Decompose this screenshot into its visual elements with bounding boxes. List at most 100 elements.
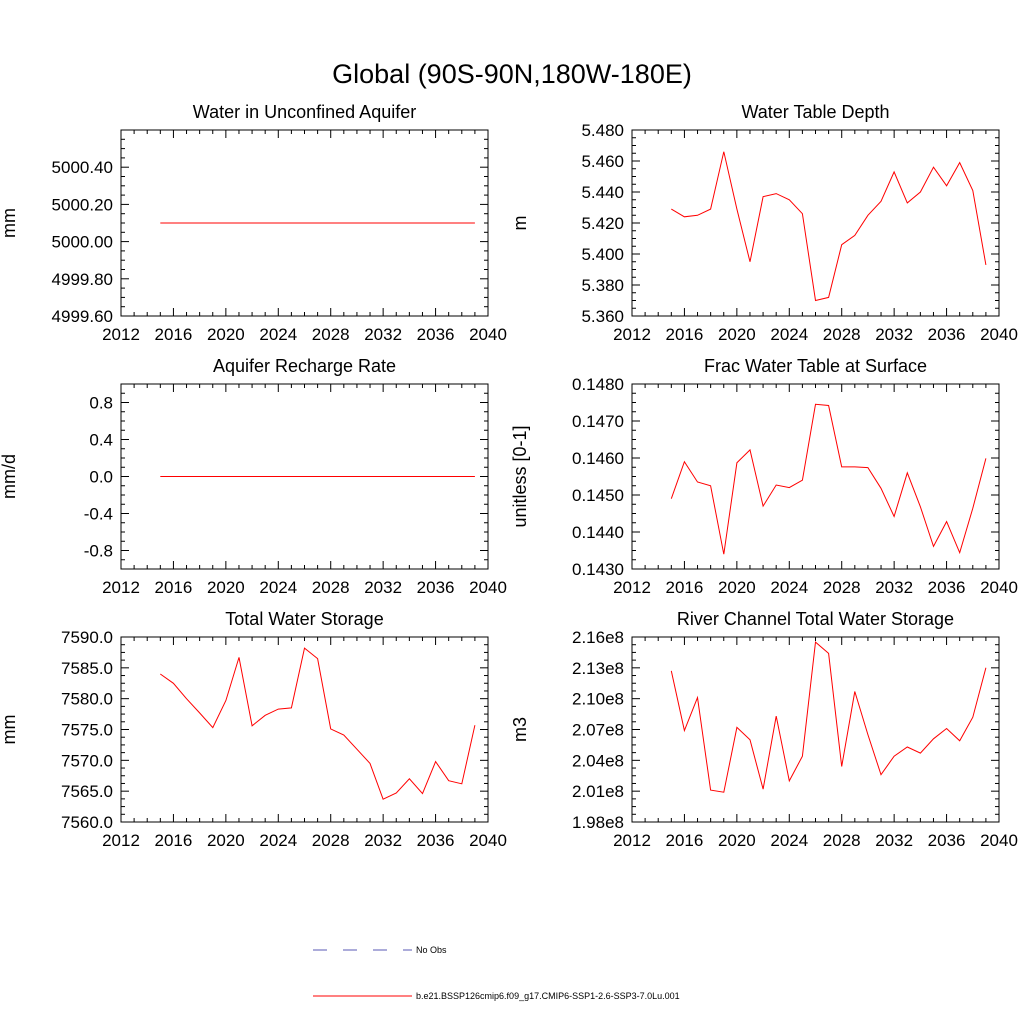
x-tick-label: 2020 <box>718 325 756 344</box>
panels: Water in Unconfined Aquifer 2012 2016 2020 2… <box>0 102 1018 850</box>
x-tick-label: 2036 <box>928 831 966 850</box>
x-tick-label: 2028 <box>312 831 350 850</box>
x-tick-label: 2020 <box>718 831 756 850</box>
x-tick-label: 2040 <box>469 831 507 850</box>
y-tick-label: 0.0 <box>89 468 113 487</box>
y-tick-label: 2.04e8 <box>572 751 624 770</box>
x-tick-label: 2032 <box>364 325 402 344</box>
y-tick-label: 2.16e8 <box>572 628 624 647</box>
legend: No Obs b.e21.BSSP126cmip6.f09_g17.CMIP6-S… <box>313 945 680 1001</box>
y-axis-label: m <box>510 216 530 231</box>
x-tick-label: 2036 <box>417 578 455 597</box>
y-tick-label: 0.1440 <box>572 523 624 542</box>
x-tick-label: 2020 <box>207 578 245 597</box>
x-tick-label: 2036 <box>928 578 966 597</box>
x-tick-label: 2036 <box>928 325 966 344</box>
chart-panel: Total Water Storage 2012 2016 2020 2024 2028 2… <box>0 609 507 850</box>
y-tick-label: 4999.80 <box>52 270 113 289</box>
y-tick-label: 2.10e8 <box>572 690 624 709</box>
y-axis-label: m3 <box>510 717 530 742</box>
x-tick-label: 2024 <box>770 578 808 597</box>
x-tick-label: 2012 <box>613 578 651 597</box>
y-tick-label: 7560.0 <box>61 813 113 832</box>
x-tick-label: 2032 <box>875 325 913 344</box>
x-tick-label: 2028 <box>823 325 861 344</box>
x-tick-label: 2016 <box>155 578 193 597</box>
chart-panel: Water in Unconfined Aquifer 2012 2016 2020 2… <box>0 102 507 344</box>
x-tick-label: 2012 <box>613 831 651 850</box>
y-tick-label: 2.13e8 <box>572 659 624 678</box>
y-tick-label: 7585.0 <box>61 659 113 678</box>
x-tick-label: 2040 <box>980 831 1018 850</box>
x-tick-label: 2032 <box>364 578 402 597</box>
chart-panel: River Channel Total Water Storage 2012 201… <box>510 609 1018 850</box>
x-tick-label: 2012 <box>613 325 651 344</box>
y-axis-label: mm <box>0 715 19 745</box>
plot-frame <box>631 129 1000 317</box>
y-tick-label: 5.440 <box>581 183 624 202</box>
y-tick-label: 0.1470 <box>572 412 624 431</box>
panel-title: River Channel Total Water Storage <box>677 609 954 629</box>
y-tick-label: 5.460 <box>581 152 624 171</box>
y-tick-label: 0.8 <box>89 394 113 413</box>
plot-frame <box>631 383 1000 570</box>
panel-title: Water in Unconfined Aquifer <box>193 102 416 122</box>
y-tick-label: 0.1460 <box>572 449 624 468</box>
x-tick-label: 2032 <box>364 831 402 850</box>
y-tick-label: 5.480 <box>581 121 624 140</box>
plot-frame <box>631 636 1000 823</box>
y-tick-label: 5000.00 <box>52 233 113 252</box>
x-tick-label: 2036 <box>417 325 455 344</box>
y-tick-label: 2.07e8 <box>572 721 624 740</box>
panel-title: Aquifer Recharge Rate <box>213 356 396 376</box>
y-tick-label: 5.420 <box>581 214 624 233</box>
legend-label-no-obs: No Obs <box>416 945 447 955</box>
y-tick-label: 0.1480 <box>572 375 624 394</box>
chart-panel: Water Table Depth 2012 2016 2020 2024 2028 203… <box>510 102 1018 344</box>
x-tick-label: 2012 <box>102 831 140 850</box>
x-tick-label: 2028 <box>823 831 861 850</box>
y-axis-label: mm/d <box>0 454 19 499</box>
x-tick-label: 2040 <box>980 578 1018 597</box>
x-tick-label: 2020 <box>718 578 756 597</box>
y-axis-label: unitless [0-1] <box>510 425 530 527</box>
x-tick-label: 2024 <box>259 578 297 597</box>
x-tick-label: 2024 <box>259 831 297 850</box>
y-tick-label: 5.360 <box>581 307 624 326</box>
x-tick-label: 2024 <box>259 325 297 344</box>
y-axis-label: mm <box>0 208 19 238</box>
series-line <box>670 641 987 793</box>
series-line <box>670 403 987 555</box>
x-tick-label: 2028 <box>823 578 861 597</box>
series-line <box>160 647 476 800</box>
x-tick-label: 2036 <box>417 831 455 850</box>
x-tick-label: 2016 <box>666 831 704 850</box>
x-tick-label: 2020 <box>207 831 245 850</box>
x-tick-label: 2032 <box>875 578 913 597</box>
x-tick-label: 2016 <box>666 325 704 344</box>
y-tick-label: 4999.60 <box>52 307 113 326</box>
y-tick-label: 5.400 <box>581 245 624 264</box>
x-tick-label: 2028 <box>312 325 350 344</box>
x-tick-label: 2032 <box>875 831 913 850</box>
x-tick-label: 2016 <box>155 831 193 850</box>
y-tick-label: 5000.40 <box>52 158 113 177</box>
y-tick-label: 7570.0 <box>61 751 113 770</box>
y-tick-label: 7565.0 <box>61 782 113 801</box>
x-tick-label: 2016 <box>666 578 704 597</box>
y-tick-label: 2.01e8 <box>572 782 624 801</box>
y-tick-label: -0.8 <box>84 542 113 561</box>
x-tick-label: 2012 <box>102 325 140 344</box>
y-tick-label: 0.1450 <box>572 486 624 505</box>
x-tick-label: 2012 <box>102 578 140 597</box>
x-tick-label: 2040 <box>980 325 1018 344</box>
y-tick-label: 0.1430 <box>572 560 624 579</box>
panel-title: Water Table Depth <box>741 102 889 122</box>
x-tick-label: 2016 <box>155 325 193 344</box>
y-tick-label: 5.380 <box>581 276 624 295</box>
x-tick-label: 2020 <box>207 325 245 344</box>
y-tick-label: 7580.0 <box>61 690 113 709</box>
chart-panel: Aquifer Recharge Rate 2012 2016 2020 2024 202… <box>0 356 507 597</box>
y-tick-label: 7590.0 <box>61 628 113 647</box>
